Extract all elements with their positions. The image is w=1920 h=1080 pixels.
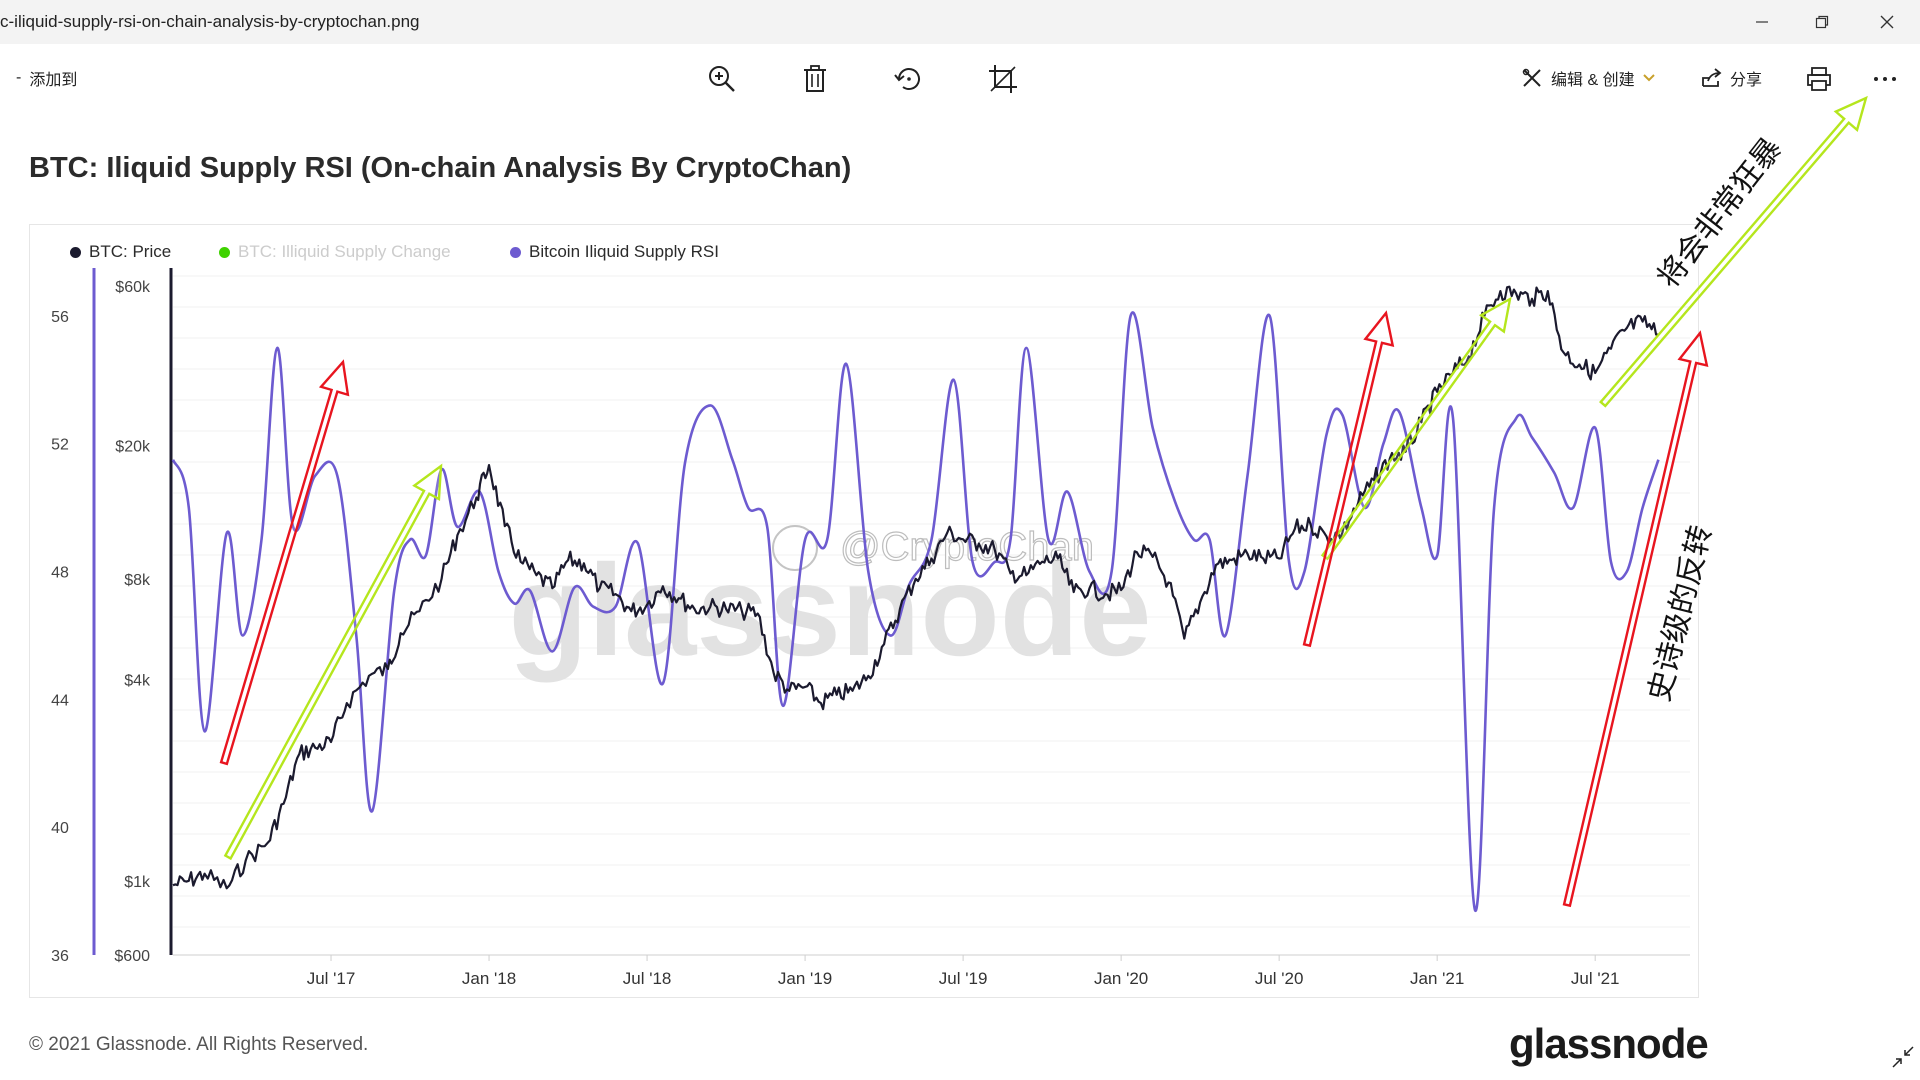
add-to-label: 添加到 bbox=[29, 72, 78, 89]
share-icon bbox=[1702, 68, 1722, 87]
collapse-icon[interactable] bbox=[1890, 1044, 1916, 1070]
glassnode-logo: glassnode bbox=[1509, 1020, 1709, 1067]
legend-label-rsi: Bitcoin Iliquid Supply RSI bbox=[529, 242, 719, 261]
copyright-text: © 2021 Glassnode. All Rights Reserved. bbox=[29, 1034, 369, 1055]
arrow-shape bbox=[1320, 296, 1512, 561]
x-tick-label: Jul '19 bbox=[939, 969, 988, 988]
zoom-in-button[interactable] bbox=[705, 62, 739, 96]
edit-create-button[interactable]: 编辑 & 创建 bbox=[1521, 66, 1655, 90]
price-tick-label: $60k bbox=[115, 279, 151, 296]
minimize-button[interactable] bbox=[1737, 6, 1787, 38]
green-arrow-2 bbox=[1320, 296, 1512, 561]
legend-label-supply-change: BTC: Illiquid Supply Change bbox=[238, 242, 451, 261]
legend-label-price: BTC: Price bbox=[89, 242, 172, 261]
x-tick-label: Jan '21 bbox=[1410, 969, 1464, 988]
arrow-shape bbox=[1599, 95, 1868, 408]
green-arrow-3 bbox=[1599, 95, 1868, 408]
price-tick-label: $4k bbox=[124, 672, 151, 689]
x-tick-label: Jul '18 bbox=[623, 969, 672, 988]
print-icon bbox=[1807, 67, 1831, 91]
rsi-tick-label: 44 bbox=[51, 692, 69, 709]
close-button[interactable] bbox=[1862, 6, 1912, 38]
x-tick-label: Jul '17 bbox=[307, 969, 356, 988]
delete-button[interactable] bbox=[798, 62, 832, 96]
legend-item-supply-change[interactable]: BTC: Illiquid Supply Change bbox=[219, 242, 451, 262]
arrow-shape bbox=[1562, 330, 1709, 908]
rsi-tick-label: 56 bbox=[51, 309, 69, 326]
crop-button[interactable] bbox=[986, 62, 1020, 96]
chevron-down-icon bbox=[1642, 74, 1655, 82]
rsi-series-line bbox=[171, 311, 1660, 912]
red-arrow-1 bbox=[219, 359, 350, 766]
legend-dot-price bbox=[70, 246, 81, 258]
x-tick-label: Jul '21 bbox=[1571, 969, 1620, 988]
arrow-shape bbox=[1302, 310, 1395, 648]
add-to-button[interactable]: - 添加到 bbox=[16, 66, 77, 90]
add-icon: - bbox=[16, 69, 22, 86]
restore-button[interactable] bbox=[1797, 6, 1847, 38]
delete-icon bbox=[804, 65, 826, 92]
x-tick-label: Jan '18 bbox=[462, 969, 516, 988]
legend-dot-rsi bbox=[510, 246, 521, 258]
axes: 56 52 48 44 40 36 $60k $20k $8k $4k $1k $600 Jul '17… bbox=[51, 268, 1690, 988]
legend-item-price[interactable]: BTC: Price bbox=[70, 242, 171, 262]
share-button[interactable]: 分享 bbox=[1700, 66, 1762, 90]
watermark: glassnode@CryptoChan bbox=[509, 524, 1152, 683]
x-tick-label: Jan '20 bbox=[1094, 969, 1148, 988]
arrow-shape bbox=[223, 463, 443, 861]
rotate-icon bbox=[894, 68, 920, 90]
x-tick-label: Jul '20 bbox=[1255, 969, 1304, 988]
price-tick-label: $1k bbox=[124, 874, 151, 891]
rsi-tick-label: 52 bbox=[51, 437, 69, 454]
crop-icon bbox=[989, 65, 1017, 93]
print-button[interactable] bbox=[1802, 62, 1836, 96]
share-label: 分享 bbox=[1730, 72, 1763, 89]
weibo-icon bbox=[772, 525, 818, 571]
chart-frame bbox=[29, 224, 1699, 998]
green-arrow-1 bbox=[223, 463, 443, 861]
x-tick-label: Jan '19 bbox=[778, 969, 832, 988]
more-button[interactable] bbox=[1868, 62, 1902, 96]
red-arrow-3 bbox=[1562, 330, 1709, 908]
window-titlebar: c-iliquid-supply-rsi-on-chain-analysis-b… bbox=[0, 0, 1920, 44]
minimize-icon bbox=[1756, 21, 1768, 23]
grid-lines bbox=[173, 275, 1690, 928]
edit-icon bbox=[1522, 68, 1541, 87]
window-title: c-iliquid-supply-rsi-on-chain-analysis-b… bbox=[0, 12, 420, 31]
rotate-button[interactable] bbox=[891, 62, 925, 96]
rsi-tick-label: 48 bbox=[51, 565, 69, 582]
rsi-tick-label: 40 bbox=[51, 820, 69, 837]
legend-item-rsi[interactable]: Bitcoin Iliquid Supply RSI bbox=[510, 242, 719, 262]
red-arrow-2 bbox=[1302, 310, 1395, 648]
edit-create-label: 编辑 & 创建 bbox=[1551, 72, 1635, 89]
chart-title: BTC: Iliquid Supply RSI (On-chain Analys… bbox=[29, 152, 852, 184]
restore-icon bbox=[1815, 15, 1829, 29]
legend-dot-supply-change bbox=[219, 246, 230, 258]
price-tick-label: $8k bbox=[124, 572, 151, 589]
zoom-in-icon bbox=[709, 66, 735, 92]
close-icon bbox=[1880, 15, 1894, 29]
more-icon bbox=[1874, 77, 1896, 81]
arrow-shape bbox=[219, 359, 350, 766]
price-tick-label: $600 bbox=[114, 948, 150, 965]
photo-toolbar: - 添加到 编辑 & 创建 分享 bbox=[0, 44, 1920, 108]
price-tick-label: $20k bbox=[115, 439, 151, 456]
rsi-tick-label: 36 bbox=[51, 948, 69, 965]
